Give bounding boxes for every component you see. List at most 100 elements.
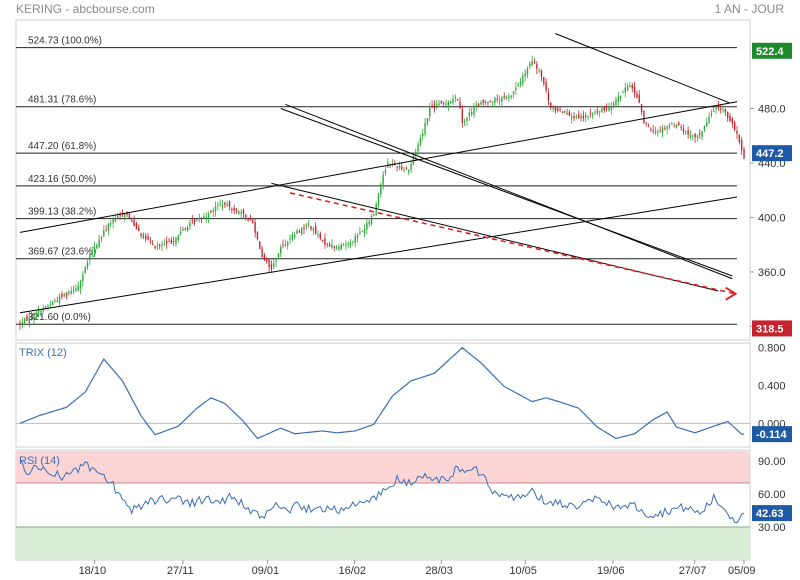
candle-body bbox=[529, 63, 531, 67]
candle-body bbox=[259, 241, 261, 250]
candle-body bbox=[442, 102, 445, 104]
candle-body bbox=[717, 105, 720, 107]
rsi-tick-label: 90.00 bbox=[758, 456, 786, 468]
candle-body bbox=[675, 124, 678, 128]
candle-body bbox=[575, 116, 578, 118]
candle-body bbox=[54, 300, 56, 302]
fib-level-label: 481.31 (78.6%) bbox=[28, 95, 96, 106]
candle-body bbox=[547, 92, 550, 101]
candle-body bbox=[426, 118, 429, 124]
rsi-title: RSI (14) bbox=[19, 455, 60, 467]
candle-body bbox=[303, 227, 305, 229]
candle-body bbox=[172, 241, 175, 243]
candle-body bbox=[321, 239, 324, 241]
candle-body bbox=[494, 97, 496, 103]
candle-body bbox=[410, 163, 412, 170]
candle-body bbox=[63, 293, 65, 297]
candle-body bbox=[193, 219, 196, 224]
candle-body bbox=[689, 134, 692, 138]
candle-body bbox=[226, 203, 228, 206]
candle-body bbox=[124, 213, 126, 218]
candle-body bbox=[140, 233, 142, 236]
trix-last-label-bg bbox=[752, 426, 792, 443]
candle-body bbox=[610, 105, 613, 110]
candle-body bbox=[503, 96, 505, 98]
candle-body bbox=[37, 310, 40, 313]
candle-body bbox=[168, 241, 170, 243]
candle-body bbox=[282, 244, 284, 246]
trend-line-descending-b bbox=[280, 108, 733, 277]
candle-body bbox=[463, 121, 466, 123]
candle-body bbox=[82, 274, 84, 282]
candle-body bbox=[480, 102, 482, 105]
candle-body bbox=[175, 237, 177, 245]
price-badge: 318.5 bbox=[752, 320, 792, 337]
candle-body bbox=[571, 116, 573, 119]
price-badge-label-bg bbox=[752, 145, 792, 162]
candle-body bbox=[349, 243, 352, 246]
candle-body bbox=[419, 137, 422, 146]
candle-body bbox=[561, 111, 564, 113]
candle-body bbox=[240, 211, 242, 214]
candle-body bbox=[668, 125, 671, 127]
rsi-panel: RSI (14) 90.00 60.00 30.00 42.63 bbox=[15, 449, 792, 561]
x-tick-label: 10/05 bbox=[509, 565, 537, 577]
candle-body bbox=[273, 263, 275, 268]
candle-body bbox=[310, 226, 312, 230]
candle-body bbox=[445, 103, 447, 105]
candle-body bbox=[699, 133, 701, 135]
candle-body bbox=[692, 135, 694, 137]
trend-line-resistance bbox=[555, 33, 731, 104]
candle-body bbox=[726, 111, 729, 118]
candle-body bbox=[515, 87, 517, 91]
candle-body bbox=[731, 118, 734, 124]
candle-body bbox=[459, 102, 461, 109]
candle-body bbox=[713, 110, 715, 112]
candle-body bbox=[61, 293, 63, 298]
candle-body bbox=[317, 234, 319, 236]
candle-body bbox=[170, 240, 173, 244]
candle-body bbox=[526, 67, 529, 75]
candle-body bbox=[454, 97, 457, 99]
candle-body bbox=[252, 219, 254, 224]
candle-body bbox=[214, 206, 217, 212]
candle-body bbox=[151, 244, 154, 246]
candle-body bbox=[449, 101, 452, 104]
candle-body bbox=[156, 246, 159, 248]
fib-level-label: 447.20 (61.8%) bbox=[28, 141, 96, 152]
candle-body bbox=[496, 98, 498, 100]
candle-body bbox=[72, 290, 75, 292]
candle-body bbox=[636, 93, 638, 98]
rsi-tick-label: 30.00 bbox=[758, 522, 786, 534]
candle-body bbox=[436, 104, 438, 108]
rsi-oversold-zone bbox=[16, 527, 750, 560]
candle-body bbox=[661, 127, 664, 134]
candle-body bbox=[582, 115, 585, 119]
candle-body bbox=[557, 108, 559, 111]
candle-body bbox=[447, 101, 450, 107]
candle-body bbox=[466, 117, 468, 121]
candle-body bbox=[89, 254, 91, 261]
candle-body bbox=[96, 244, 98, 249]
candle-body bbox=[415, 151, 417, 156]
candle-body bbox=[68, 291, 70, 294]
candle-body bbox=[314, 226, 317, 234]
candle-body bbox=[624, 87, 626, 93]
candle-body bbox=[33, 312, 35, 320]
candle-body bbox=[51, 302, 54, 306]
candle-body bbox=[326, 243, 328, 245]
candle-body bbox=[536, 64, 538, 69]
candle-body bbox=[580, 117, 582, 119]
candle-body bbox=[652, 130, 654, 132]
candle-body bbox=[724, 108, 727, 113]
candle-body bbox=[65, 293, 68, 296]
candle-body bbox=[263, 254, 266, 261]
candle-body bbox=[519, 81, 522, 85]
candle-body bbox=[205, 216, 207, 218]
candle-body bbox=[468, 112, 471, 117]
candle-body bbox=[291, 234, 294, 240]
trend-line-lower-support bbox=[19, 196, 738, 314]
rsi-tick-label: 60.00 bbox=[758, 489, 786, 501]
candle-body bbox=[671, 123, 673, 125]
candle-body bbox=[49, 304, 51, 306]
